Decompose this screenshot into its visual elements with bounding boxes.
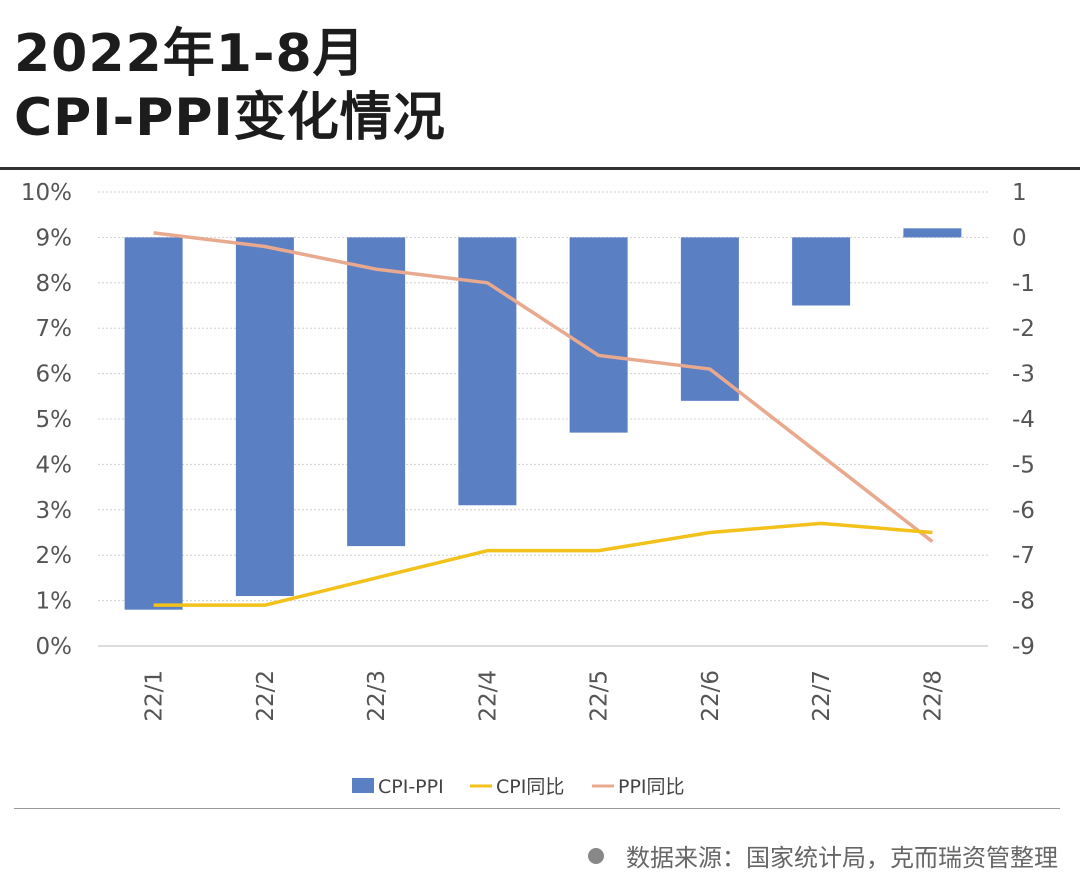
y-right-tick-label: -8: [1012, 589, 1035, 615]
bar-cpi-ppi: [124, 237, 183, 610]
y-left-tick-label: 10%: [21, 180, 72, 206]
y-right-tick-label: -9: [1012, 634, 1035, 660]
y-left-tick-label: 9%: [36, 225, 73, 251]
y-right-tick-label: -4: [1012, 407, 1035, 433]
bar-cpi-ppi: [792, 237, 851, 306]
x-tick-label: 22/5: [587, 670, 613, 722]
bar-cpi-ppi: [458, 237, 517, 506]
y-left-tick-label: 7%: [36, 316, 73, 342]
y-right-tick-label: -1: [1012, 271, 1035, 297]
bar-cpi-ppi: [347, 237, 406, 547]
y-right-tick-label: -7: [1012, 543, 1035, 569]
x-tick-label: 22/7: [809, 670, 835, 722]
bar-cpi-ppi: [235, 237, 294, 597]
bar-cpi-ppi: [903, 228, 962, 238]
legend: CPI-PPI CPI同比 PPI同比: [352, 776, 685, 798]
bar-cpi-ppi: [680, 237, 739, 401]
line-series: [153, 231, 934, 607]
y-right-tick-label: 1: [1012, 180, 1027, 206]
title-line-1: 2022年1-8月: [14, 24, 366, 84]
x-tick-label: 22/1: [142, 670, 168, 722]
combo-chart: 0% 1% 2% 3% 4% 5% 6% 7% 8% 9% 10% 1 0 -1 -2 -3 -4 -5 -6 -7 -…: [21, 180, 1035, 798]
y-left-tick-label: 0%: [36, 634, 73, 660]
line-cpi-yoy: [153, 521, 933, 607]
bullet-dot-icon: [588, 847, 604, 864]
chart-title: 2022年1-8月 CPI-PPI变化情况: [14, 22, 446, 150]
legend-label-cpi-ppi: CPI-PPI: [378, 776, 444, 798]
y-left-tick-label: 8%: [36, 271, 73, 297]
y-left-tick-label: 1%: [36, 589, 73, 615]
bar-series: [124, 228, 962, 610]
line-ppi-yoy: [153, 231, 934, 543]
legend-label-cpi: CPI同比: [496, 776, 564, 798]
legend-label-ppi: PPI同比: [618, 776, 685, 798]
gridlines: [98, 191, 988, 647]
y-right-tick-label: -2: [1012, 316, 1035, 342]
y-left-tick-label: 3%: [36, 498, 73, 524]
y-right-tick-label: -6: [1012, 498, 1035, 524]
source-text: 数据来源：国家统计局，克而瑞资管整理: [626, 844, 1058, 872]
axes: 0% 1% 2% 3% 4% 5% 6% 7% 8% 9% 10% 1 0 -1 -2 -3 -4 -5 -6 -7 -…: [21, 180, 1035, 722]
footer-divider: [14, 808, 1060, 809]
legend-swatch-cpi-ppi: [352, 778, 374, 793]
y-right-tick-label: -5: [1012, 452, 1035, 478]
title-divider: [0, 167, 1080, 170]
x-tick-label: 22/3: [364, 670, 390, 722]
y-left-tick-label: 5%: [36, 407, 73, 433]
y-left-tick-label: 2%: [36, 543, 73, 569]
y-right-tick-label: 0: [1012, 225, 1027, 251]
y-right-tick-label: -3: [1012, 362, 1035, 388]
x-tick-label: 22/4: [475, 670, 501, 722]
x-tick-label: 22/8: [920, 670, 946, 722]
x-tick-label: 22/6: [698, 670, 724, 722]
y-left-tick-label: 6%: [36, 362, 73, 388]
bar-cpi-ppi: [569, 237, 628, 433]
source-note: 数据来源：国家统计局，克而瑞资管整理: [588, 838, 1058, 873]
title-line-2: CPI-PPI变化情况: [14, 88, 446, 148]
y-left-tick-label: 4%: [36, 452, 73, 478]
x-tick-label: 22/2: [253, 670, 279, 722]
